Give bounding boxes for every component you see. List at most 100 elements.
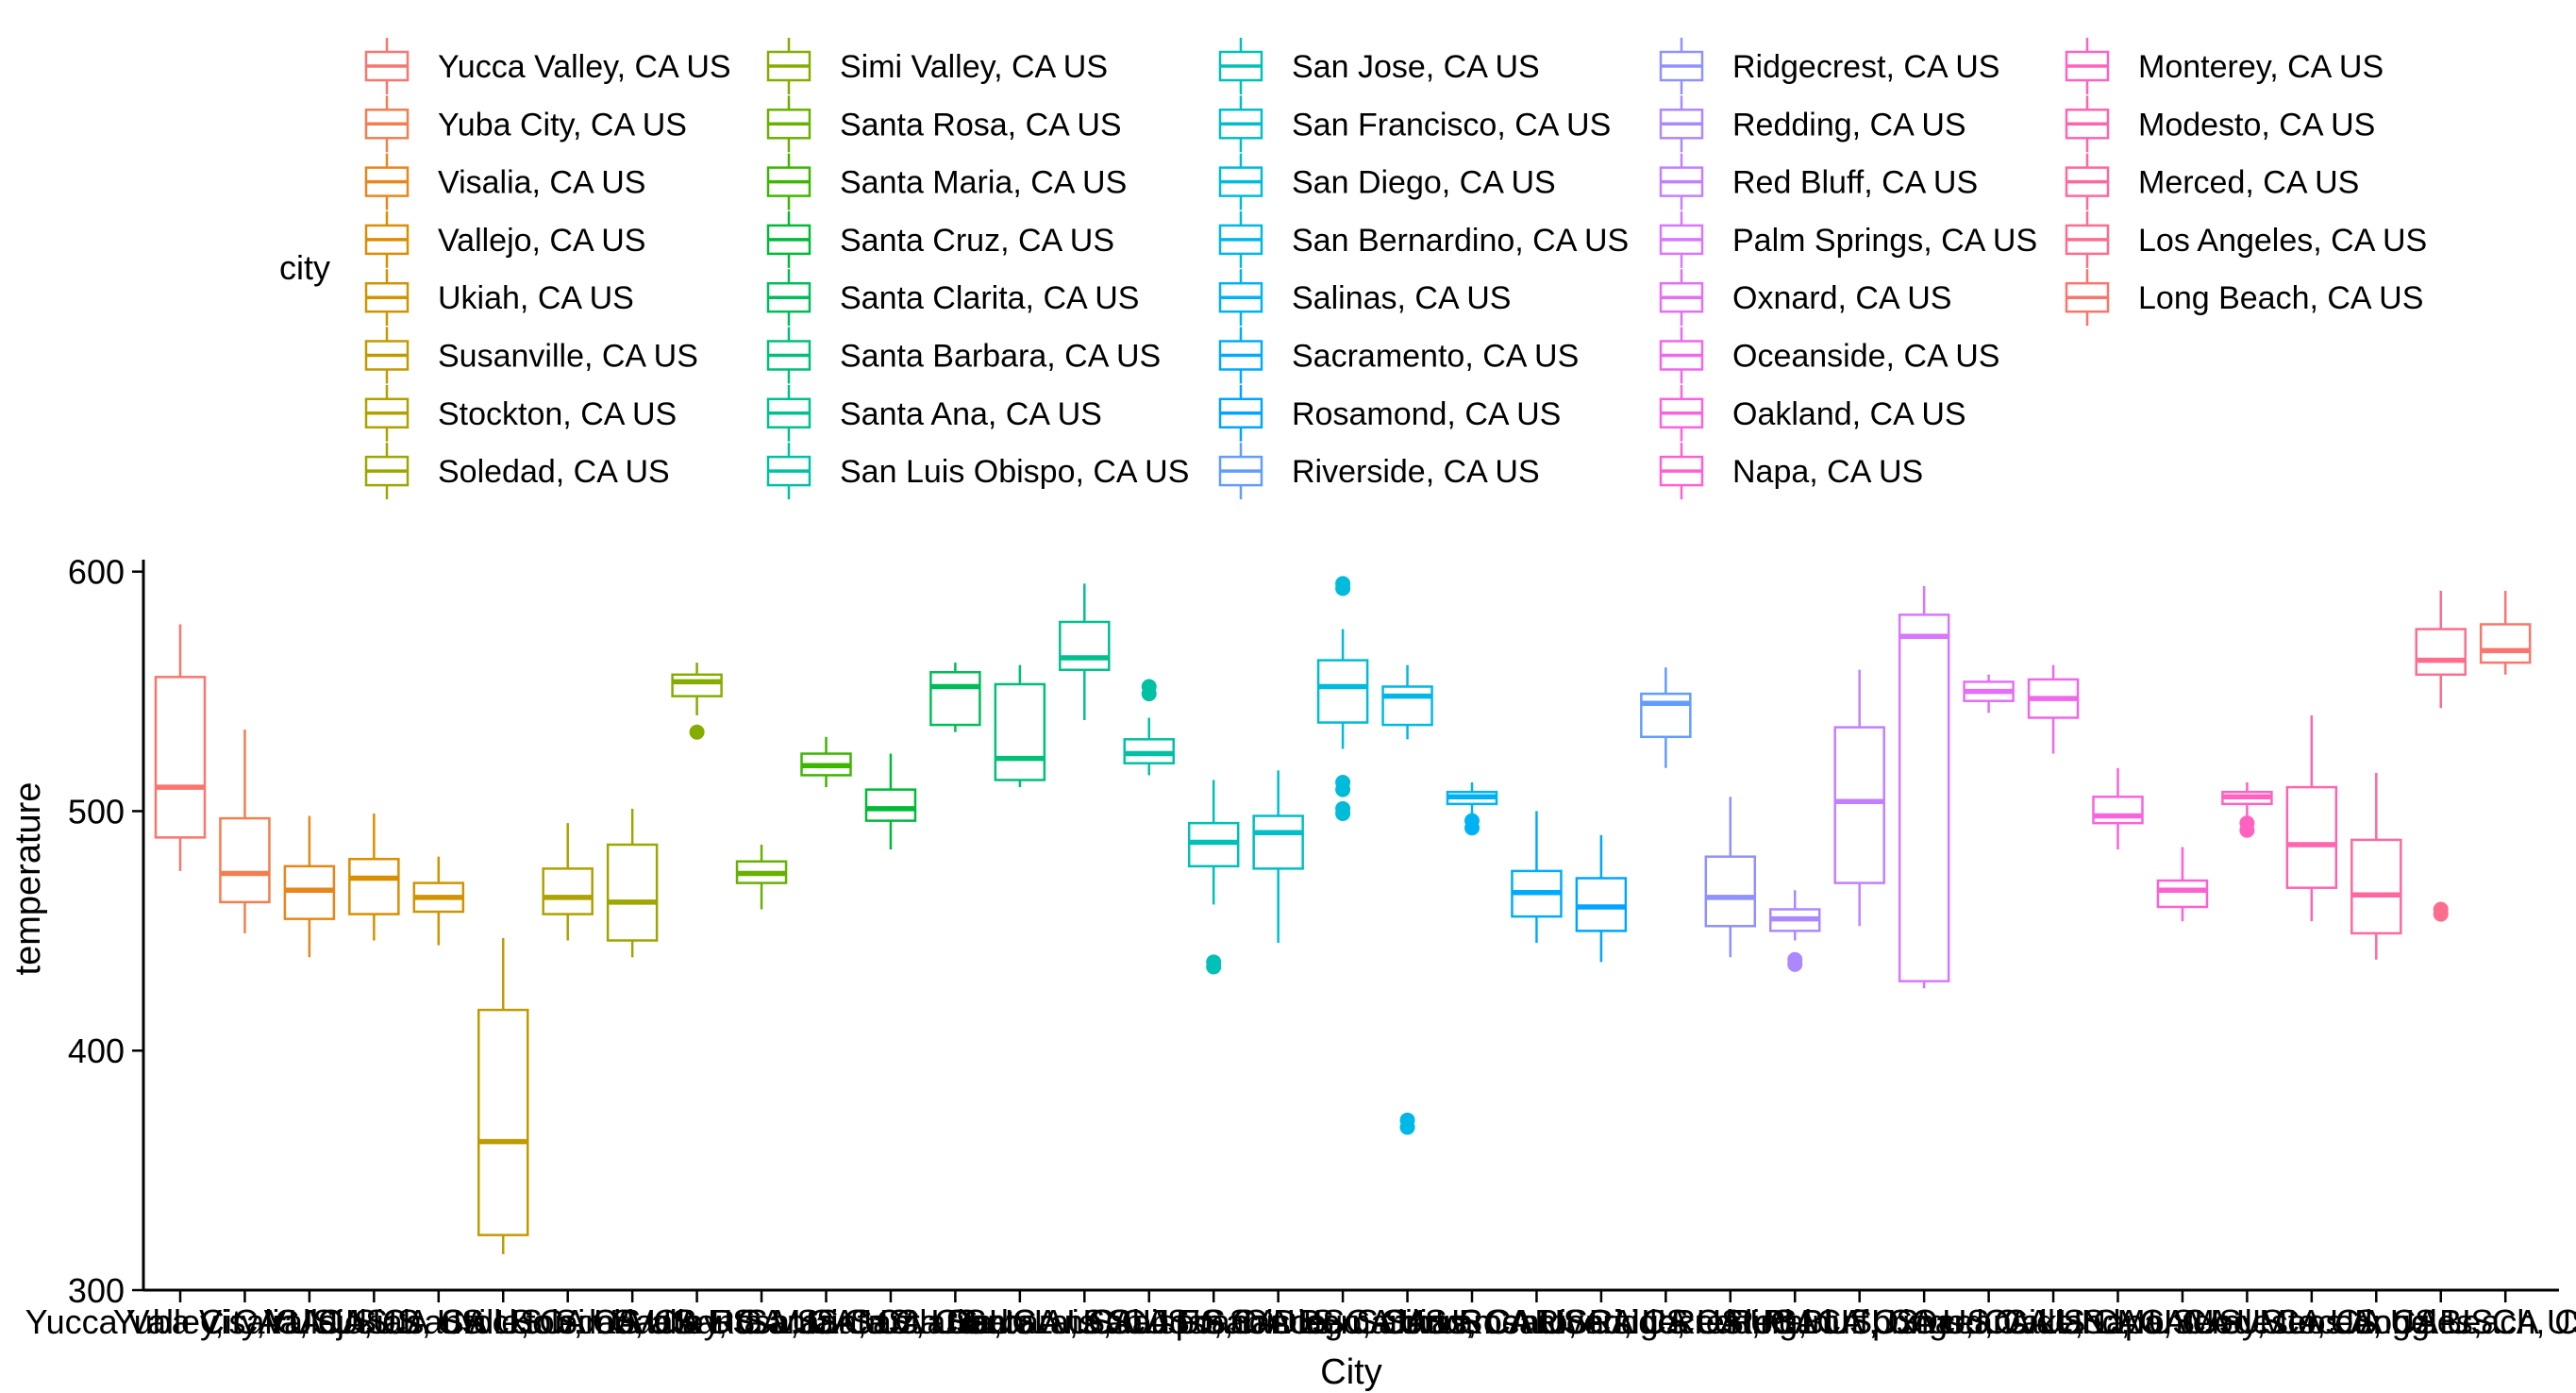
- outlier-point: [689, 724, 705, 740]
- legend-label: San Diego, CA US: [1292, 165, 1556, 201]
- legend-item: Santa Clarita, CA US: [766, 269, 1139, 327]
- box-iqr: [477, 1008, 529, 1236]
- box-33: [2221, 782, 2273, 838]
- outlier-point: [2433, 901, 2449, 917]
- box-27: [1833, 669, 1885, 927]
- y-tick-label: 500: [68, 792, 125, 831]
- legend-label: Oxnard, CA US: [1732, 280, 1951, 316]
- box-12: [864, 753, 917, 850]
- x-tick-label: Ridgecrest, CA US: [1589, 1302, 1872, 1341]
- box-37: [2479, 590, 2532, 675]
- legend-label: Palm Springs, CA US: [1732, 223, 2037, 259]
- box-11: [800, 736, 852, 788]
- legend-key: [1659, 153, 1704, 210]
- box-iqr: [1640, 692, 1692, 739]
- legend-item: San Luis Obispo, CA US: [766, 443, 1189, 500]
- legend-item: Oxnard, CA US: [1659, 269, 1951, 327]
- x-tick-label: Vallejo, CA US: [264, 1302, 484, 1341]
- box-18: [1252, 770, 1304, 944]
- x-tick-label: Susanville, CA US: [365, 1302, 641, 1341]
- y-tick-label: 300: [68, 1271, 125, 1310]
- x-tick-label: San Jose, CA US: [1082, 1302, 1345, 1341]
- y-tick-label: 400: [68, 1032, 125, 1070]
- x-tick-label: Oakland, CA US: [1994, 1302, 2241, 1341]
- legend-key: [766, 95, 811, 153]
- legend-label: Salinas, CA US: [1292, 280, 1511, 316]
- legend-label: Soledad, CA US: [438, 454, 670, 490]
- box-iqr: [671, 673, 723, 697]
- legend-key: [1218, 327, 1263, 384]
- legend-label: Santa Maria, CA US: [840, 165, 1127, 201]
- legend-item: Palm Springs, CA US: [1659, 210, 2037, 268]
- box-34: [2285, 714, 2338, 922]
- box-6: [477, 937, 529, 1254]
- legend-item: Susanville, CA US: [364, 327, 698, 384]
- legend-key: [766, 153, 811, 210]
- legend-key: [364, 269, 410, 327]
- legend-label: Rosamond, CA US: [1292, 396, 1561, 432]
- x-tick-label: Santa Maria, CA US: [674, 1302, 978, 1341]
- legend-item: Merced, CA US: [2065, 153, 2359, 210]
- legend-item: Santa Ana, CA US: [766, 384, 1102, 442]
- legend-title: city: [279, 248, 330, 287]
- y-tick-label: 600: [68, 553, 125, 592]
- axes: City temperature 300 400 500 600 Yucca Valle…: [8, 553, 2576, 1392]
- box-5: [412, 856, 465, 946]
- legend-item: Salinas, CA US: [1218, 269, 1511, 327]
- legend-key: [2065, 153, 2110, 210]
- x-tick-label: Soledad, CA US: [510, 1302, 755, 1341]
- legend-key: [1659, 443, 1704, 500]
- box-10: [735, 844, 788, 910]
- x-tick-label: Santa Ana, CA US: [945, 1302, 1223, 1341]
- legend-item: Oakland, CA US: [1659, 384, 1966, 442]
- legend-key: [766, 38, 811, 94]
- box-21: [1446, 782, 1498, 836]
- legend-item: Yuba City, CA US: [364, 95, 687, 153]
- box-iqr: [154, 676, 207, 839]
- outlier-point: [2239, 815, 2255, 831]
- x-tick-label: Salinas, CA US: [1356, 1302, 1588, 1341]
- legend-label: Merced, CA US: [2138, 165, 2359, 201]
- legend-item: Monterey, CA US: [2065, 38, 2384, 94]
- x-tick-label: Modesto, CA US: [2186, 1302, 2437, 1341]
- legend-label: Oceanside, CA US: [1732, 339, 1999, 375]
- legend-label: Red Bluff, CA US: [1732, 165, 1978, 201]
- legend-item: Oceanside, CA US: [1659, 327, 1999, 384]
- box-iqr: [1252, 814, 1304, 870]
- box-4: [348, 813, 400, 941]
- legend-item: Vallejo, CA US: [364, 210, 645, 268]
- x-tick-label: Monterey, CA US: [2117, 1302, 2377, 1341]
- legend-item: Ridgecrest, CA US: [1659, 38, 1999, 94]
- legend-key: [766, 443, 811, 500]
- outlier-point: [1141, 679, 1157, 695]
- legend-key: [1659, 269, 1704, 327]
- legend-label: Ridgecrest, CA US: [1732, 49, 1999, 85]
- legend-label: Santa Cruz, CA US: [840, 223, 1114, 259]
- x-tick-label: San Francisco, CA US: [1110, 1302, 1447, 1341]
- legend-label: Napa, CA US: [1732, 454, 1923, 490]
- legend-label: Yuba City, CA US: [438, 107, 687, 143]
- legend-item: Redding, CA US: [1659, 95, 1966, 153]
- legend-item: San Bernardino, CA US: [1218, 210, 1629, 268]
- legend-label: Santa Clarita, CA US: [840, 280, 1139, 316]
- box-32: [2156, 847, 2209, 922]
- legend-key: [2065, 269, 2110, 327]
- legend-key: [1659, 95, 1704, 153]
- x-tick-label: Ukiah, CA US: [335, 1302, 543, 1341]
- legend-item: Simi Valley, CA US: [766, 38, 1108, 94]
- legend-key: [364, 95, 410, 153]
- legend-item: Santa Barbara, CA US: [766, 327, 1161, 384]
- legend-item: Long Beach, CA US: [2065, 269, 2423, 327]
- y-axis-label: temperature: [8, 782, 48, 976]
- x-axis-label: City: [1320, 1352, 1381, 1392]
- x-tick-label: Santa Barbara, CA US: [850, 1302, 1190, 1341]
- box-26: [1769, 890, 1821, 972]
- legend-item: Ukiah, CA US: [364, 269, 634, 327]
- legend-item: Visalia, CA US: [364, 153, 645, 210]
- legend-item: Santa Rosa, CA US: [766, 95, 1122, 153]
- outlier-point: [1335, 576, 1351, 592]
- legend-label: Vallejo, CA US: [438, 223, 645, 259]
- legend-item: San Jose, CA US: [1218, 38, 1540, 94]
- box-35: [2350, 772, 2402, 960]
- box-9: [671, 663, 723, 740]
